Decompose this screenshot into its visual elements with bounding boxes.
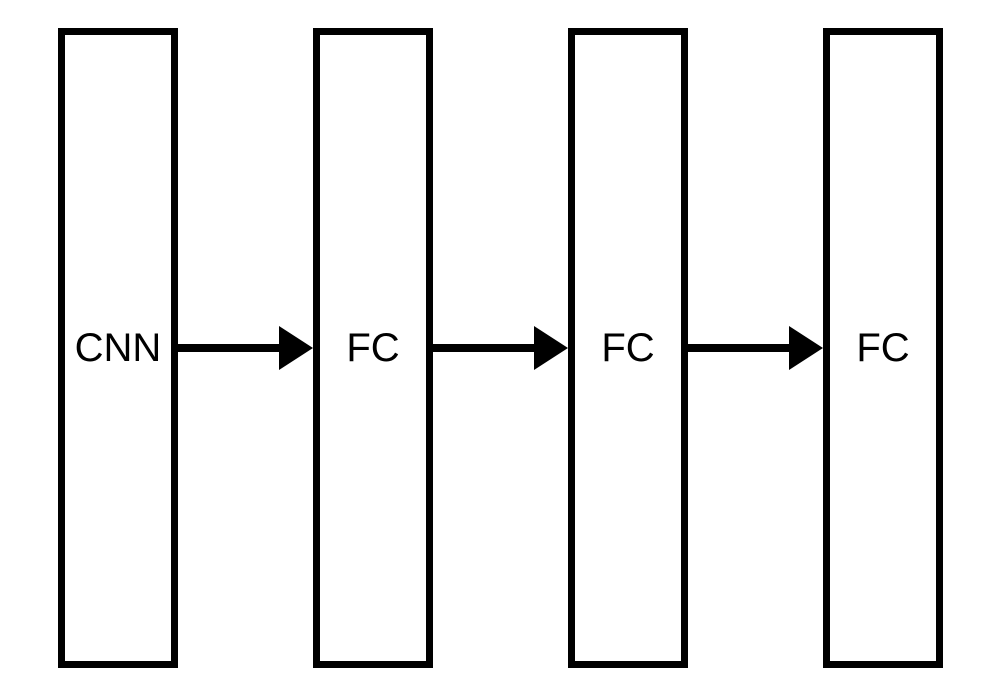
block-fc2: FC (568, 28, 688, 668)
block-label-fc3: FC (856, 326, 909, 371)
arrow-cnn-to-fc1 (178, 304, 313, 392)
arrow-fc2-to-fc3 (688, 304, 823, 392)
diagram-canvas: CNN FC FC FC (0, 0, 995, 696)
arrow-fc1-to-fc2 (433, 304, 568, 392)
block-label-cnn: CNN (75, 326, 162, 371)
block-label-fc2: FC (601, 326, 654, 371)
block-fc3: FC (823, 28, 943, 668)
block-cnn: CNN (58, 28, 178, 668)
block-fc1: FC (313, 28, 433, 668)
block-label-fc1: FC (346, 326, 399, 371)
